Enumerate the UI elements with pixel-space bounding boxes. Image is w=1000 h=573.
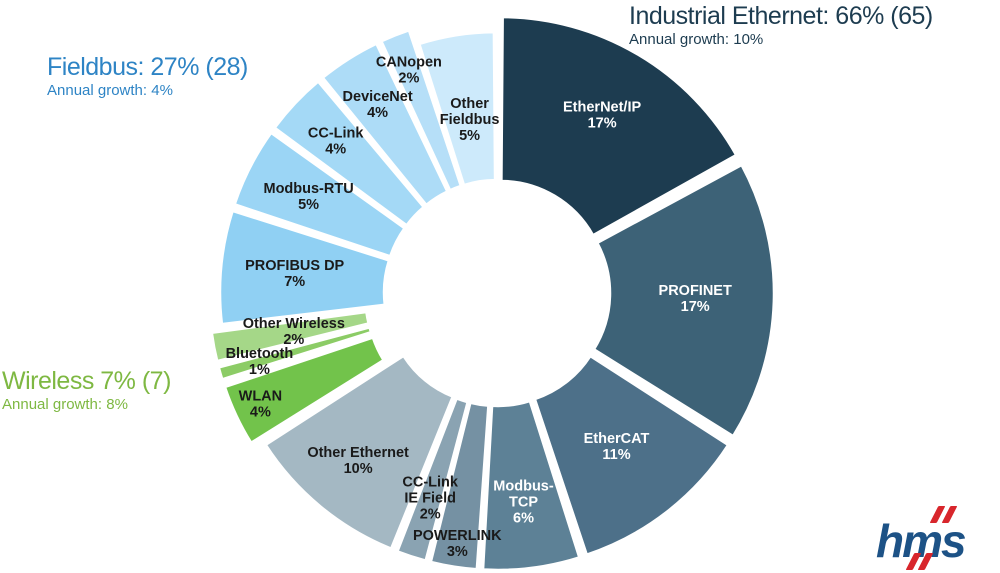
slice-devicenet [321,42,450,207]
slice-label-profinet: PROFINET 17% [659,283,732,315]
wireless-title: Wireless 7% (7) [2,367,171,395]
slice-label-profibus-dp: PROFIBUS DP 7% [245,258,344,290]
slice-label-other-fieldbus: Other Fieldbus 5% [440,96,500,144]
hms-logo-text: hms [876,515,967,567]
slice-other-wireless [210,310,371,363]
slice-ethercat [533,354,730,557]
hms-logo-slashes-bottom-icon [905,553,934,570]
industrial-ethernet-growth: Annual growth: 10% [629,31,764,49]
slice-other-fieldbus [417,30,497,187]
slice-label-powerlink: POWERLINK 3% [413,528,502,560]
hms-logo: hms [876,506,998,570]
fieldbus-growth: Annual growth: 4% [47,82,173,100]
slice-other-ethernet [263,354,455,551]
slice-label-modbus-tcp: Modbus-TCP 6% [493,479,554,527]
slice-modbus-rtu [233,131,407,258]
slice-label-other-ethernet: Other Ethernet 10% [307,445,409,477]
slice-profinet [592,163,776,438]
fieldbus-title: Fieldbus: 27% (28) [47,53,248,81]
slice-label-ethercat: EtherCAT 11% [584,431,650,463]
slice-powerlink [429,401,490,571]
wireless-growth: Annual growth: 8% [2,396,128,414]
slice-cc-link-ie-field [395,396,470,563]
slice-label-canopen: CANopen 2% [376,55,442,87]
wireless-header: Wireless 7% (7) Annual growth: 8% [2,368,171,413]
slice-label-devicenet: DeviceNet 4% [343,89,413,121]
slice-ethernet-ip [500,15,738,237]
slice-label-cc-link-ie-field: CC-Link IE Field 2% [402,475,459,523]
slice-label-cc-link: CC-Link 4% [308,126,365,158]
slice-label-bluetooth: Bluetooth 1% [226,346,294,378]
slice-profibus-dp [218,209,391,326]
slice-cc-link [272,79,426,227]
slice-label-modbus-rtu: Modbus-RTU 5% [263,181,353,213]
fieldbus-header: Fieldbus: 27% (28) Annual growth: 4% [47,54,248,99]
industrial-ethernet-header: Industrial Ethernet: 66% (65) Annual gro… [629,3,933,48]
slice-label-other-wireless: Other Wireless 2% [243,316,345,348]
slice-label-ethernet-ip: EtherNet/IP 17% [563,99,641,131]
slice-bluetooth [217,325,373,381]
slice-label-wlan: WLAN 4% [239,388,283,420]
slice-wlan [223,336,386,445]
industrial-ethernet-title: Industrial Ethernet: 66% (65) [629,2,933,30]
slice-canopen [379,28,463,192]
slice-modbus-tcp [481,399,581,572]
